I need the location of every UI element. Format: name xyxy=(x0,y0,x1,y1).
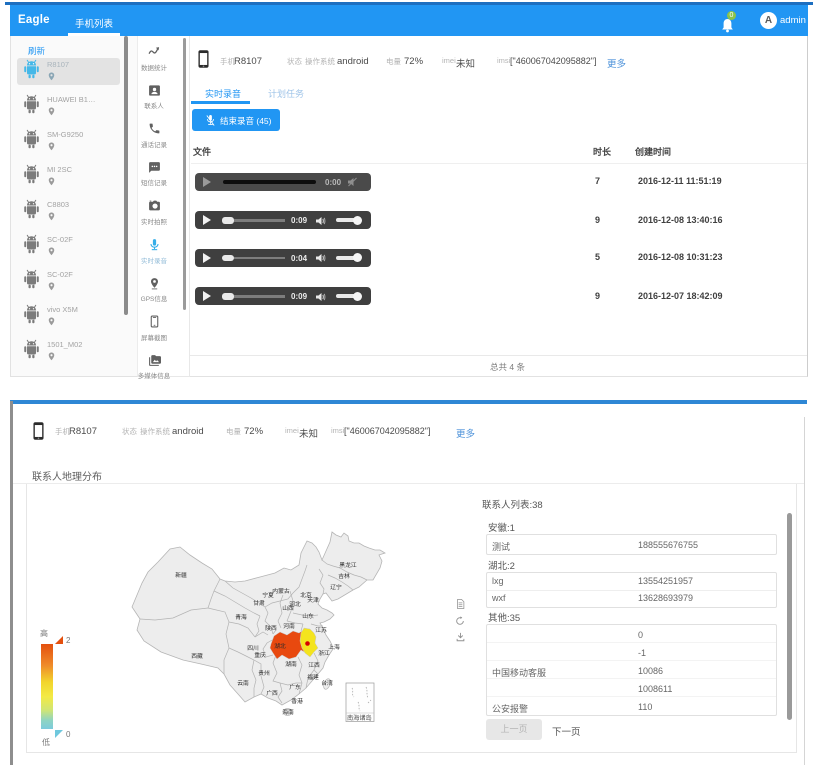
svg-text:辽宁: 辽宁 xyxy=(330,583,342,591)
svg-text:湖北: 湖北 xyxy=(274,642,286,650)
svg-text:北京: 北京 xyxy=(300,591,312,599)
svg-text:福建: 福建 xyxy=(307,673,319,681)
svg-text:河北: 河北 xyxy=(289,600,301,608)
svg-text:四川: 四川 xyxy=(247,645,259,652)
svg-text:青海: 青海 xyxy=(235,613,247,621)
svg-text:云南: 云南 xyxy=(237,679,249,687)
svg-text:湖南: 湖南 xyxy=(285,660,297,668)
svg-text:陕西: 陕西 xyxy=(265,624,277,632)
svg-text:天津: 天津 xyxy=(307,597,319,604)
svg-text:广东: 广东 xyxy=(289,683,301,691)
svg-text:山西: 山西 xyxy=(282,604,294,612)
svg-text:新疆: 新疆 xyxy=(175,571,187,579)
svg-text:甘肃: 甘肃 xyxy=(253,599,265,607)
svg-text:浙江: 浙江 xyxy=(318,649,330,657)
svg-text:吉林: 吉林 xyxy=(338,572,350,580)
svg-text:宁夏: 宁夏 xyxy=(262,591,274,599)
svg-text:香港: 香港 xyxy=(291,697,303,705)
svg-text:南海诸岛: 南海诸岛 xyxy=(347,714,372,722)
svg-text:西藏: 西藏 xyxy=(191,652,203,660)
svg-text:黑龙江: 黑龙江 xyxy=(339,561,357,569)
svg-text:广西: 广西 xyxy=(266,689,278,697)
svg-text:重庆: 重庆 xyxy=(254,651,266,659)
svg-text:内蒙古: 内蒙古 xyxy=(272,587,290,595)
svg-text:台湾: 台湾 xyxy=(321,679,333,687)
svg-text:江西: 江西 xyxy=(308,662,320,669)
svg-text:河南: 河南 xyxy=(283,622,295,630)
svg-text:江苏: 江苏 xyxy=(315,626,327,634)
svg-text:海南: 海南 xyxy=(282,708,294,716)
svg-text:上海: 上海 xyxy=(328,643,340,651)
svg-text:贵州: 贵州 xyxy=(258,669,270,677)
svg-text:山东: 山东 xyxy=(302,612,314,620)
